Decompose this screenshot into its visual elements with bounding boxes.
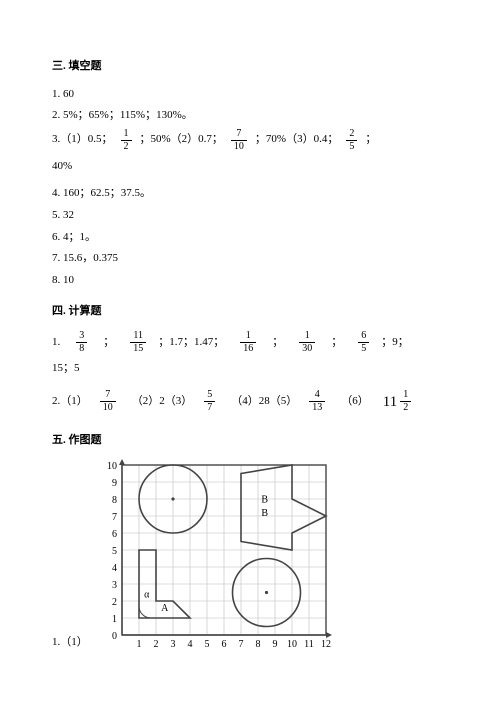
text: 1. (52, 334, 60, 352)
fraction: 65 (358, 331, 369, 354)
calc-q2-row: 2.（1） 710 （2）2（3） 57 （4）28（5） 413 （6） 11… (52, 390, 448, 414)
section-5-title: 五. 作图题 (52, 432, 448, 450)
mixed-fraction: 11 1 2 (383, 390, 413, 414)
svg-text:3: 3 (112, 580, 117, 591)
figure-container: 1.（1） 109876543210123456789101112AαBB (52, 459, 448, 653)
fill-line-4: 4. 160；62.5；37.5。 (52, 185, 448, 203)
svg-text:α: α (144, 590, 150, 601)
fill-line-3b: 40% (52, 158, 448, 176)
svg-text:10: 10 (107, 461, 117, 472)
text: ； (331, 334, 342, 352)
text: ； (365, 131, 376, 149)
text: 2.（1） (52, 393, 88, 411)
fraction: 7 10 (231, 129, 247, 152)
svg-text:A: A (161, 603, 169, 614)
fill-line-5: 5. 32 (52, 207, 448, 225)
calc-q1-row: 1. 38 ； 1115 ；1.7；1.47； 116 ； 130 ； 65 ；… (52, 331, 448, 354)
svg-text:B: B (261, 495, 268, 506)
fraction: 57 (204, 390, 215, 413)
figure-label: 1.（1） (52, 634, 88, 652)
svg-text:7: 7 (112, 512, 117, 523)
svg-text:8: 8 (112, 495, 117, 506)
fill-line-6: 6. 4；1。 (52, 229, 448, 247)
text: （4）28（5） (231, 393, 297, 411)
svg-text:9: 9 (112, 478, 117, 489)
text: ；9； (381, 334, 409, 352)
svg-text:1: 1 (112, 614, 117, 625)
svg-text:9: 9 (272, 639, 277, 650)
svg-text:0: 0 (112, 631, 117, 642)
fraction: 1 2 (121, 129, 132, 152)
fill-line-2: 2. 5%；65%；115%；130%。 (52, 107, 448, 125)
text: 3.（1）0.5； (52, 131, 113, 149)
fraction: 116 (240, 331, 256, 354)
svg-text:10: 10 (287, 639, 297, 650)
svg-text:4: 4 (187, 639, 192, 650)
calc-q1b: 15；5 (52, 360, 448, 378)
svg-text:2: 2 (112, 597, 117, 608)
text: ； (272, 334, 283, 352)
text: ；70%（3）0.4； (255, 131, 338, 149)
svg-text:5: 5 (204, 639, 209, 650)
fill-line-7: 7. 15.6，0.375 (52, 250, 448, 268)
fill-line-8: 8. 10 (52, 272, 448, 290)
text: ；50%（2）0.7； (140, 131, 223, 149)
svg-text:6: 6 (112, 529, 117, 540)
grid-chart: 109876543210123456789101112AαBB (94, 459, 334, 653)
text: ；1.7；1.47； (158, 334, 224, 352)
text: （6） (341, 393, 369, 411)
svg-text:B: B (261, 508, 268, 519)
fill-line-1: 1. 60 (52, 86, 448, 104)
svg-text:12: 12 (321, 639, 331, 650)
svg-text:11: 11 (304, 639, 314, 650)
text: （2）2（3） (132, 393, 193, 411)
fraction: 710 (100, 390, 116, 413)
fill-line-3: 3.（1）0.5； 1 2 ；50%（2）0.7； 7 10 ；70%（3）0.… (52, 129, 448, 152)
fraction: 130 (299, 331, 315, 354)
svg-text:4: 4 (112, 563, 117, 574)
fraction: 413 (309, 390, 325, 413)
svg-text:1: 1 (136, 639, 141, 650)
svg-text:5: 5 (112, 546, 117, 557)
svg-text:3: 3 (170, 639, 175, 650)
fraction: 2 5 (346, 129, 357, 152)
text: ； (103, 334, 114, 352)
fraction: 1115 (130, 331, 146, 354)
section-4-title: 四. 计算题 (52, 303, 448, 321)
svg-text:2: 2 (153, 639, 158, 650)
fraction: 38 (76, 331, 87, 354)
svg-text:6: 6 (221, 639, 226, 650)
svg-text:7: 7 (238, 639, 243, 650)
svg-text:8: 8 (255, 639, 260, 650)
section-3-title: 三. 填空题 (52, 58, 448, 76)
